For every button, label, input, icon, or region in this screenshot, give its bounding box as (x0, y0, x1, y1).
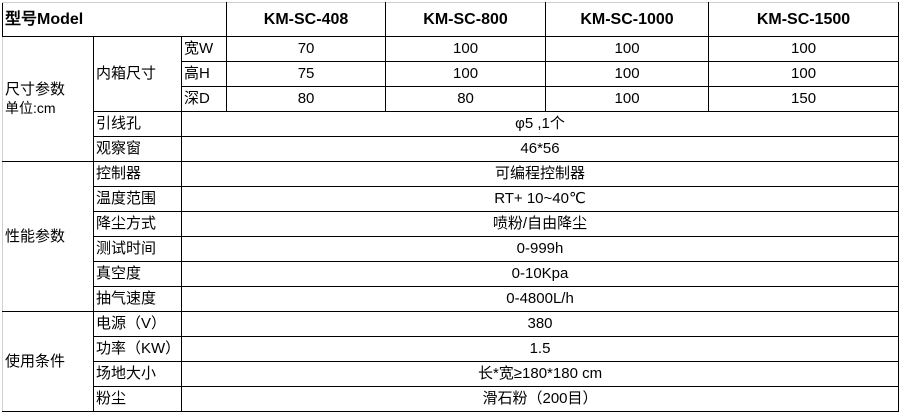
row-value: φ5 ,1个 (180, 111, 900, 137)
table-row: 测试时间 0-999h (3, 236, 900, 262)
cell: 150 (708, 86, 900, 112)
model-header: KM-SC-800 (385, 2, 547, 37)
cell: 70 (226, 36, 387, 62)
cell: 80 (226, 86, 387, 112)
row-label: 场地大小 (93, 361, 182, 387)
group-label: 使用条件 (2, 311, 94, 412)
group-label: 性能参数 (2, 161, 94, 312)
row-value: RT+ 10~40℃ (180, 186, 900, 212)
row-label: 引线孔 (93, 111, 182, 137)
dim-label: 深D (180, 86, 228, 112)
cell: 100 (545, 36, 710, 62)
header-row: 型号Model KM-SC-408 KM-SC-800 KM-SC-1000 K… (1, 2, 900, 37)
row-value: 长*宽≥180*180 cm (180, 361, 900, 387)
row-label: 功率（KW） (93, 336, 182, 362)
dim-label: 宽W (180, 36, 228, 62)
row-value: 喷粉/自由降尘 (180, 211, 900, 237)
row-label: 抽气速度 (93, 286, 182, 312)
cell: 100 (385, 61, 547, 87)
table-row: 降尘方式 喷粉/自由降尘 (3, 211, 900, 237)
cell: 100 (385, 36, 547, 62)
row-value: 0-999h (180, 236, 900, 262)
table-row: 深D 80 80 100 150 (3, 86, 900, 112)
row-label: 降尘方式 (93, 211, 182, 237)
row-label: 真空度 (93, 261, 182, 287)
cell: 100 (708, 61, 900, 87)
table-row: 尺寸参数单位:cm 内箱尺寸 宽W 70 100 100 100 (2, 36, 900, 162)
table-row: 抽气速度 0-4800L/h (3, 286, 900, 312)
table-row: 性能参数 控制器 可编程控制器 (2, 161, 900, 312)
group-size: 尺寸参数单位:cm (2, 36, 94, 162)
table-row: 场地大小 长*宽≥180*180 cm (3, 361, 900, 387)
table-row: 温度范围 RT+ 10~40℃ (3, 186, 900, 212)
table-row: 真空度 0-10Kpa (3, 261, 900, 287)
cell: 75 (226, 61, 387, 87)
row-label: 电源（V） (93, 311, 182, 337)
row-label: 粉尘 (93, 386, 182, 412)
group-label: 尺寸参数 (5, 81, 66, 98)
row-value: 滑石粉（200目） (180, 386, 900, 412)
model-header: KM-SC-1000 (545, 2, 710, 37)
dim-label: 高H (180, 61, 228, 87)
table-row: 引线孔 φ5 ,1个 (3, 111, 900, 137)
table-row: 高H 75 100 100 100 (3, 61, 900, 87)
cell: 100 (708, 36, 900, 62)
table-row: 观察窗 46*56 (3, 136, 900, 162)
unit-label: 单位:cm (5, 100, 56, 116)
table-row: 使用条件 电源（V） 380 (2, 311, 900, 412)
model-header: KM-SC-1500 (708, 2, 900, 37)
row-label: 观察窗 (93, 136, 182, 162)
cell: 100 (545, 61, 710, 87)
cell: 100 (545, 86, 710, 112)
row-value: 可编程控制器 (180, 161, 900, 187)
model-label: 型号Model (1, 2, 228, 37)
cell: 80 (385, 86, 547, 112)
row-value: 46*56 (180, 136, 900, 162)
table-row: 功率（KW） 1.5 (3, 336, 900, 362)
row-value: 0-4800L/h (180, 286, 900, 312)
row-label: 控制器 (93, 161, 182, 187)
model-header: KM-SC-408 (226, 2, 387, 37)
row-value: 0-10Kpa (180, 261, 900, 287)
row-label: 温度范围 (93, 186, 182, 212)
row-value: 1.5 (180, 336, 900, 362)
row-label: 测试时间 (93, 236, 182, 262)
inner-size-label: 内箱尺寸 (93, 36, 182, 112)
row-value: 380 (180, 311, 900, 337)
table-row: 粉尘 滑石粉（200目） (3, 386, 900, 412)
